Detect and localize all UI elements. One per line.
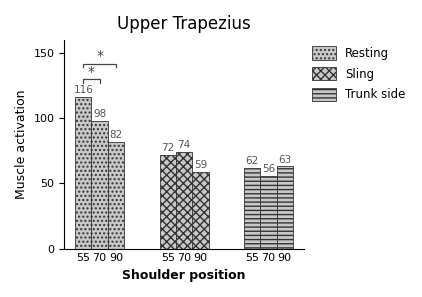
Bar	[92, 121, 108, 249]
Text: 82: 82	[109, 130, 122, 140]
Bar	[192, 172, 208, 249]
Text: 59: 59	[194, 160, 207, 170]
Bar	[176, 152, 192, 249]
X-axis label: Shoulder position: Shoulder position	[122, 269, 246, 282]
Text: 62: 62	[246, 156, 259, 166]
Text: 74: 74	[177, 140, 191, 150]
Text: *: *	[96, 49, 103, 63]
Bar	[108, 142, 124, 249]
Text: 98: 98	[93, 109, 106, 119]
Bar	[260, 176, 277, 249]
Text: 116: 116	[73, 86, 93, 96]
Y-axis label: Muscle activation: Muscle activation	[15, 90, 28, 199]
Text: 72: 72	[161, 143, 174, 153]
Bar	[277, 167, 293, 249]
Bar	[75, 97, 92, 249]
Text: 56: 56	[262, 164, 275, 174]
Bar	[244, 168, 260, 249]
Text: 63: 63	[278, 154, 292, 165]
Text: *: *	[88, 64, 95, 78]
Title: Upper Trapezius: Upper Trapezius	[117, 15, 251, 33]
Legend: Resting, Sling, Trunk side: Resting, Sling, Trunk side	[312, 46, 406, 101]
Bar	[160, 155, 176, 249]
